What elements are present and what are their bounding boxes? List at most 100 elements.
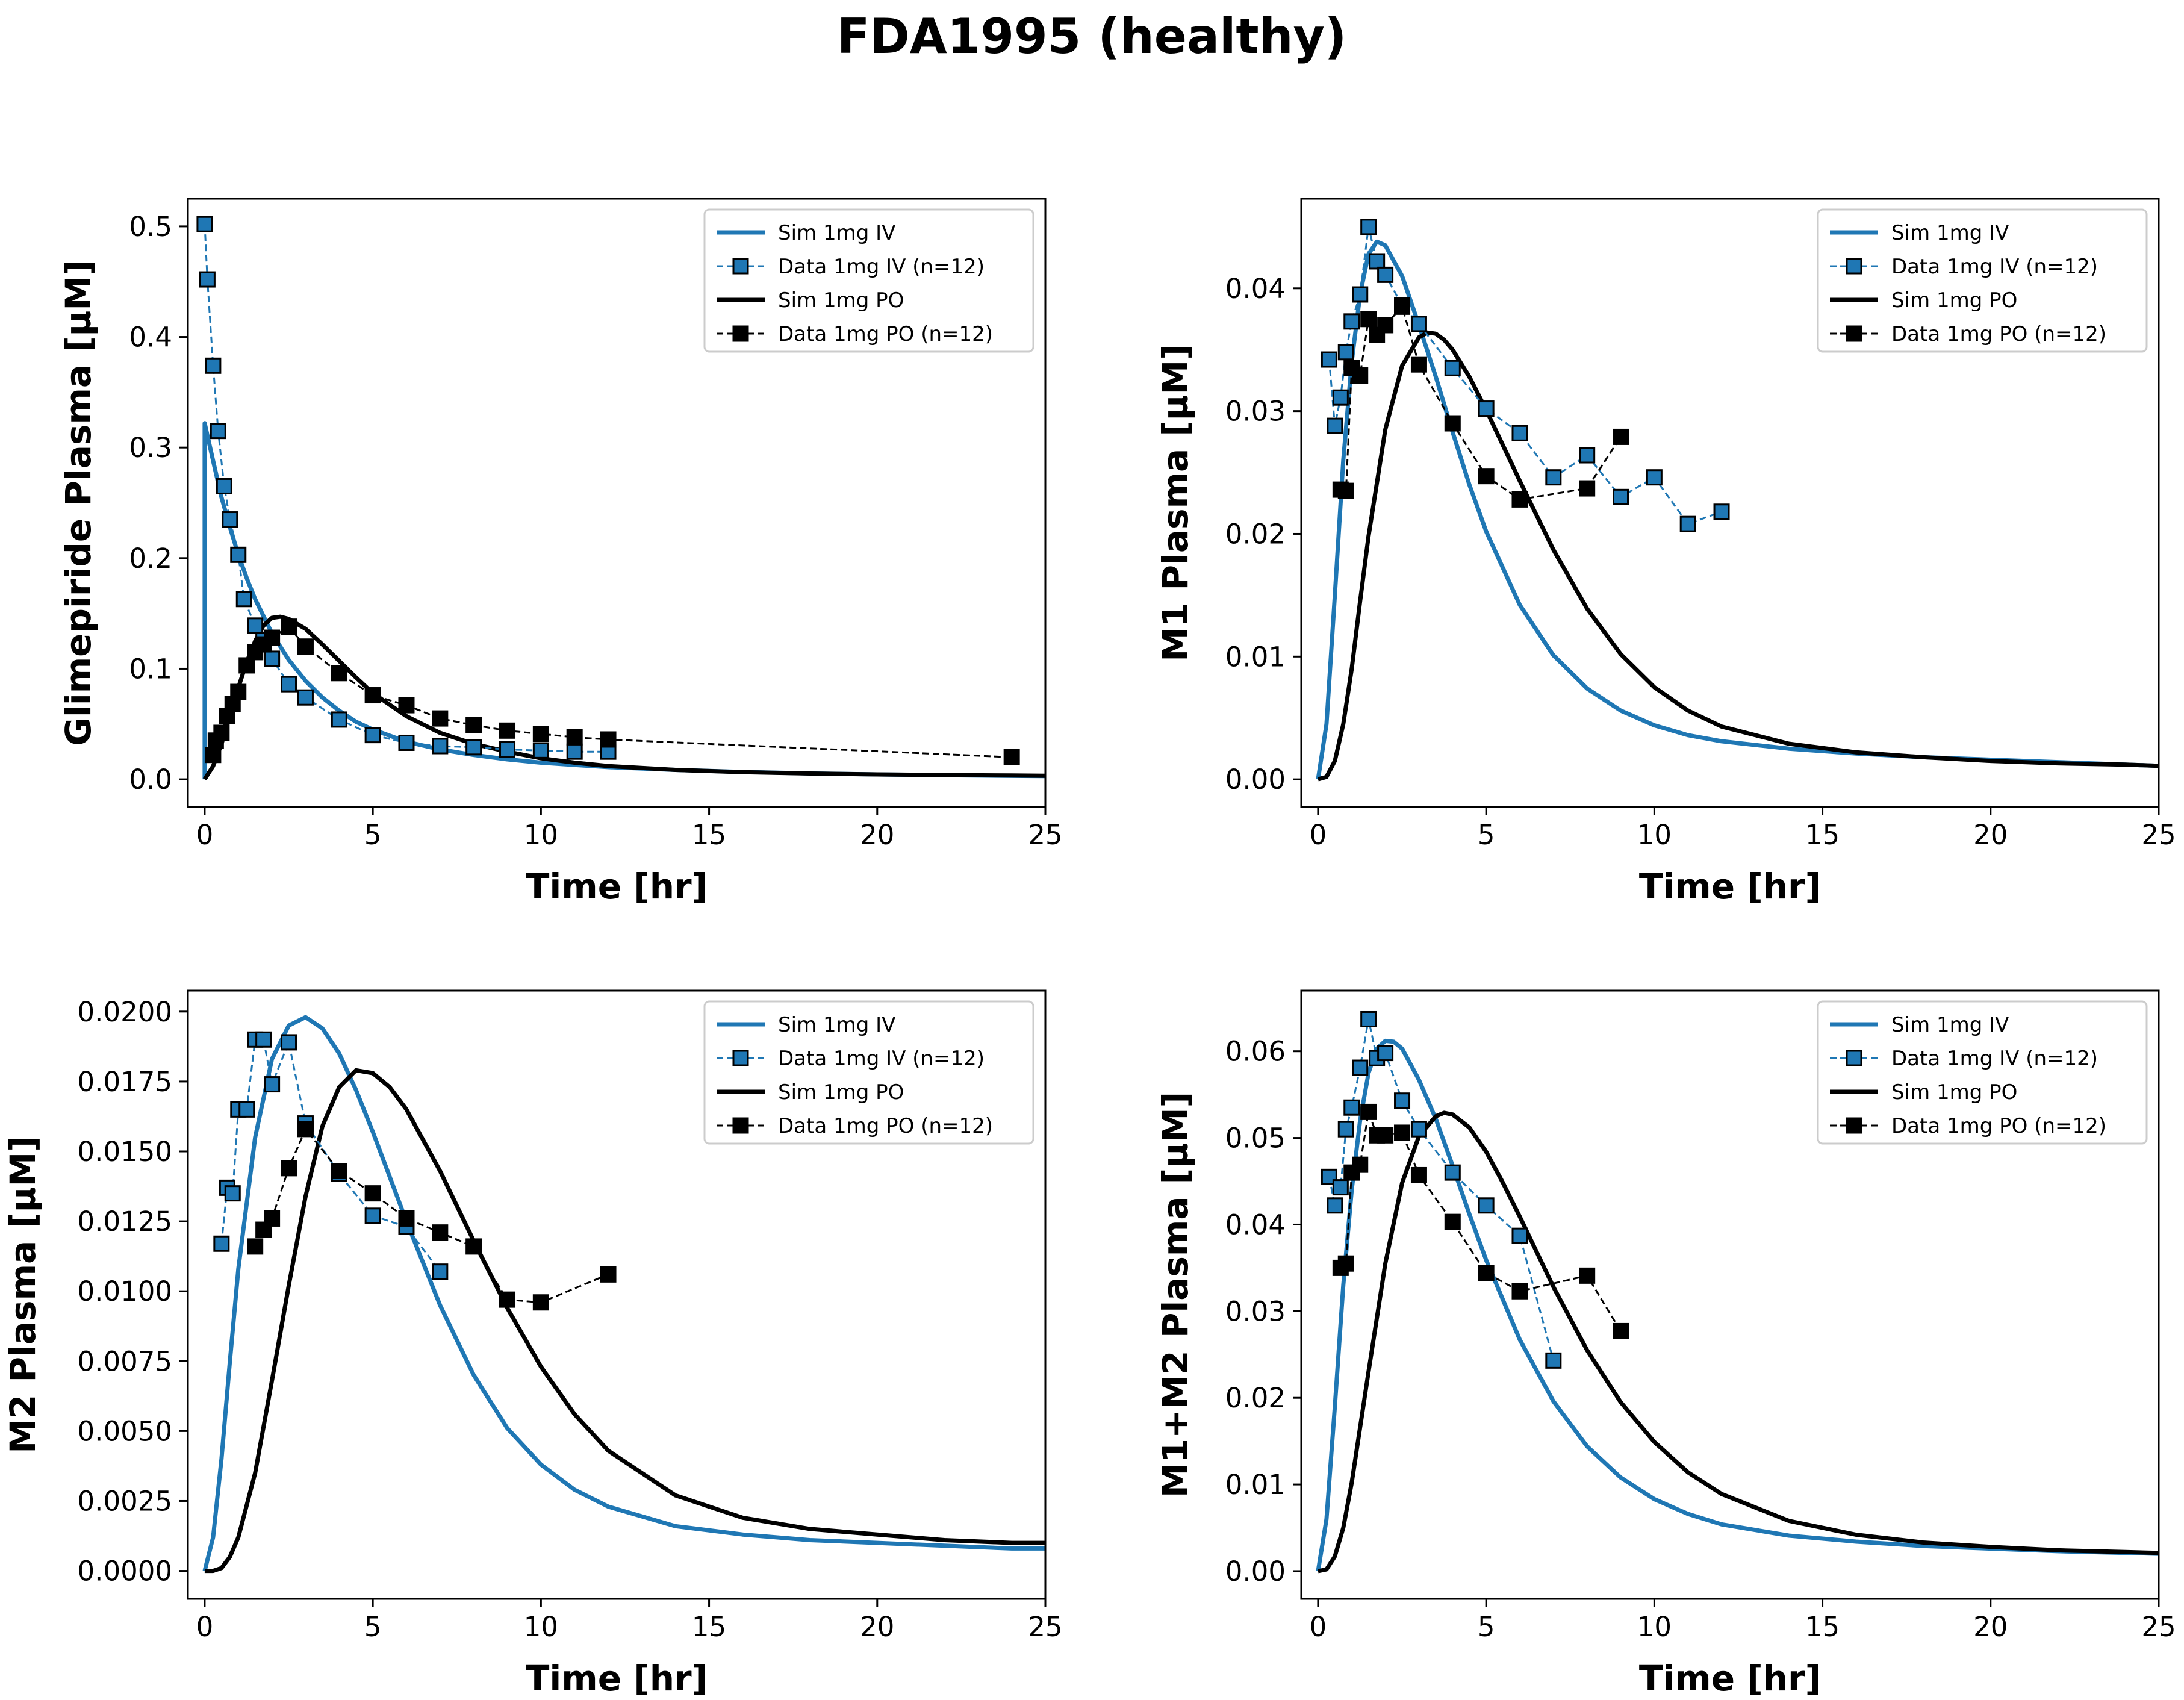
data-point-marker <box>264 650 281 667</box>
data-point-marker <box>1332 389 1349 406</box>
data-point-marker <box>1613 488 1629 505</box>
y-tick-label: 0.0200 <box>78 996 172 1028</box>
y-tick-label: 0.05 <box>1225 1122 1286 1154</box>
y-tick-label: 0.01 <box>1225 641 1286 673</box>
series-sim-1mg-po <box>1317 330 2159 782</box>
data-point-marker <box>205 747 222 764</box>
data-point-marker <box>255 1221 272 1238</box>
data-point-marker <box>331 665 347 682</box>
data-point-marker <box>281 618 297 635</box>
data-point-marker <box>1613 428 1629 445</box>
data-point-marker <box>1360 1103 1377 1120</box>
data-point-marker <box>1444 415 1461 432</box>
data-point-marker <box>364 1207 381 1224</box>
x-tick-label: 25 <box>1028 819 1062 851</box>
data-point-marker <box>281 1034 297 1051</box>
data-point-marker <box>432 710 449 727</box>
y-tick-label: 0.02 <box>1225 1382 1286 1414</box>
data-point-marker <box>1410 1121 1427 1138</box>
data-point-marker <box>210 423 226 440</box>
y-tick-label: 0.0100 <box>78 1275 172 1307</box>
data-point-marker <box>238 1101 255 1118</box>
x-tick-label: 15 <box>692 1611 726 1643</box>
x-tick-label: 5 <box>364 819 382 851</box>
x-tick-label: 10 <box>1637 1611 1672 1643</box>
legend: Sim 1mg IV Data 1mg IV (n=12) Sim 1mg PO Da… <box>1817 1000 2148 1145</box>
data-point-marker <box>1360 311 1377 328</box>
legend-marker-handle <box>732 325 749 342</box>
data-point-marker <box>1360 1010 1377 1027</box>
legend-marker-handle <box>1846 1050 1862 1066</box>
legend-label: Data 1mg IV (n=12) <box>1891 1047 2098 1071</box>
legend-box <box>703 1000 1034 1145</box>
y-tick-label: 0.1 <box>129 653 172 685</box>
data-point-marker <box>1394 1124 1411 1141</box>
legend-label: Data 1mg PO (n=12) <box>1891 322 2106 346</box>
legend-label: Sim 1mg IV <box>1891 1013 2009 1037</box>
data-point-marker <box>199 271 216 288</box>
data-point-marker <box>1410 1166 1427 1183</box>
figure-title: FDA1995 (healthy) <box>837 8 1347 64</box>
sim-curve <box>202 421 1045 780</box>
data-point-marker <box>1444 1213 1461 1230</box>
sim-curve <box>202 614 1045 780</box>
legend-label: Data 1mg IV (n=12) <box>778 255 985 279</box>
y-tick-label: 0.0025 <box>78 1485 172 1517</box>
legend-marker-handle <box>1846 325 1862 342</box>
data-point-marker <box>297 1121 314 1138</box>
series-data-1mg-po-n-12 <box>247 1121 617 1311</box>
subplot-m2: 0 5 10 15 20 25 0.0000 0.0025 0.0050 0.0075 0.0100… <box>2 989 1063 1699</box>
sim-curve <box>1318 1110 2159 1574</box>
x-tick-label: 0 <box>1310 1611 1327 1643</box>
data-point-marker <box>1579 1267 1596 1284</box>
x-axis-label: Time [hr] <box>1639 1658 1821 1699</box>
legend-marker-handle <box>1846 1117 1862 1134</box>
data-point-marker <box>364 1185 381 1202</box>
series-sim-1mg-po <box>204 1068 1045 1574</box>
data-point-marker <box>1332 1179 1349 1196</box>
x-tick-label: 0 <box>1310 819 1327 851</box>
x-axis-label: Time [hr] <box>526 1658 708 1699</box>
data-point-marker <box>1579 480 1596 497</box>
data-point-marker <box>465 717 482 733</box>
data-point-marker <box>1478 1265 1495 1281</box>
series-data-1mg-po-n-12 <box>1332 1103 1629 1339</box>
x-tick-label: 5 <box>1478 819 1495 851</box>
data-point-marker <box>1352 286 1369 303</box>
data-point-marker <box>1337 1255 1354 1272</box>
data-point-marker <box>499 722 516 739</box>
legend-box <box>1817 1000 2148 1145</box>
y-tick-label: 0.2 <box>129 543 172 574</box>
x-tick-label: 20 <box>860 1611 894 1643</box>
x-tick-label: 10 <box>1637 819 1672 851</box>
y-axis-label: Glimepiride Plasma [µM] <box>58 260 99 746</box>
x-tick-label: 5 <box>364 1611 382 1643</box>
sim-curve <box>1317 330 2159 782</box>
data-point-marker <box>264 1210 281 1227</box>
data-point-marker <box>432 1263 449 1280</box>
data-point-marker <box>247 617 264 634</box>
legend-marker-handle <box>732 258 749 275</box>
data-point-marker <box>398 697 415 714</box>
data-point-marker <box>566 743 583 760</box>
series-data-1mg-po-n-12 <box>205 618 1020 765</box>
x-axis-label: Time [hr] <box>526 866 708 907</box>
x-tick-label: 15 <box>692 819 726 851</box>
data-point-marker <box>1410 316 1427 332</box>
data-point-marker <box>1360 219 1377 235</box>
data-point-marker <box>331 1163 347 1180</box>
data-point-marker <box>364 727 381 744</box>
series-sim-1mg-iv <box>1316 1038 2159 1572</box>
series-data-1mg-iv-n-12 <box>1321 1010 1562 1369</box>
data-point-marker <box>364 687 381 704</box>
series-data-1mg-iv-n-12 <box>196 216 617 760</box>
y-tick-label: 0.0000 <box>78 1555 172 1587</box>
y-tick-label: 0.0075 <box>78 1345 172 1377</box>
data-point-marker <box>1478 468 1495 485</box>
y-axis-label: M1+M2 Plasma [µM] <box>1155 1092 1196 1498</box>
data-point-marker <box>499 1291 516 1308</box>
data-point-marker <box>1444 360 1461 376</box>
y-tick-label: 0.02 <box>1225 518 1286 550</box>
data-point-marker <box>1545 1352 1562 1369</box>
